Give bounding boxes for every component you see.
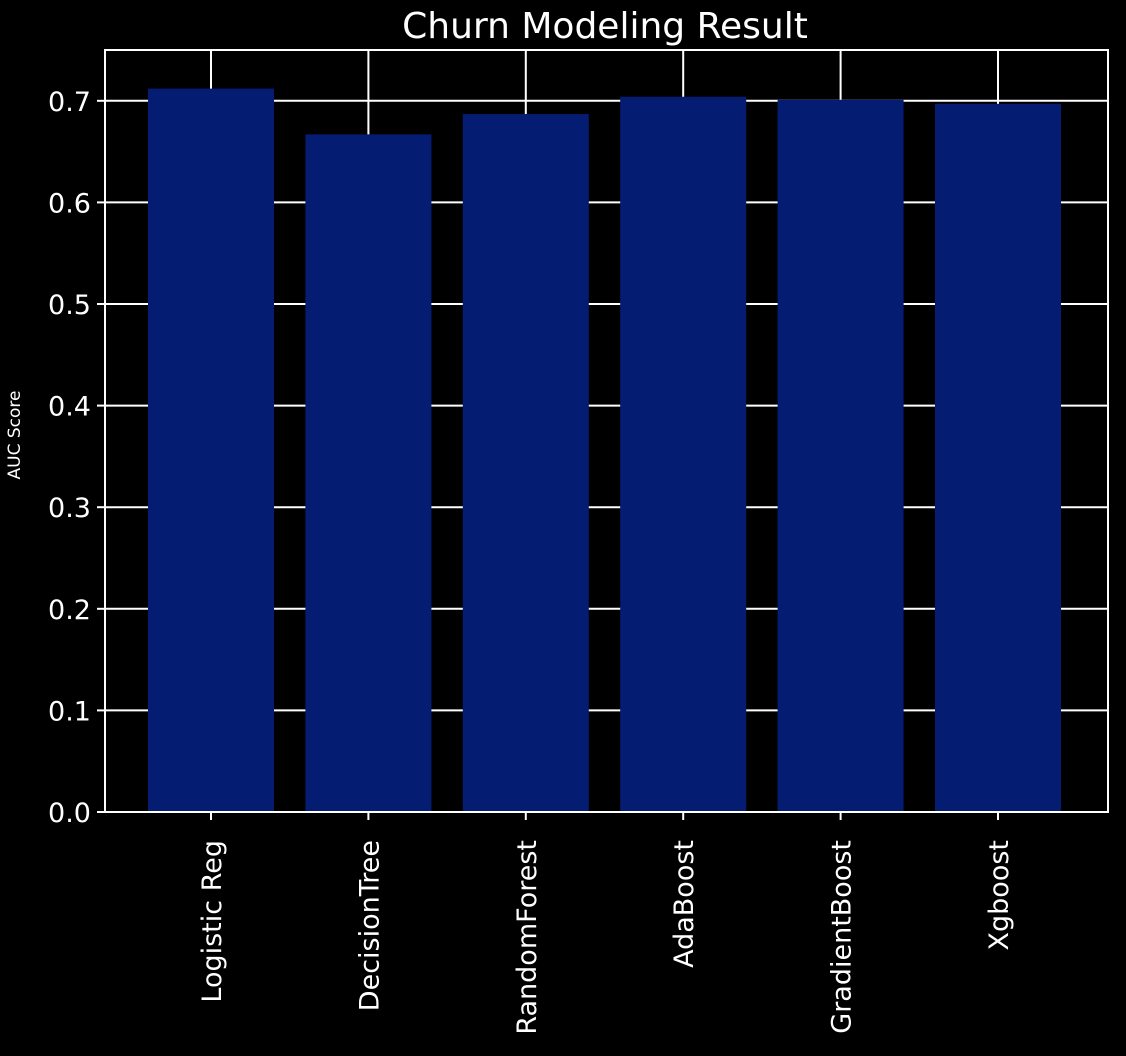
y-tick-label: 0.3 [48,493,91,524]
y-tick-label: 0.4 [48,392,91,423]
bar [148,88,274,812]
y-tick-label: 0.6 [48,188,91,219]
x-tick-label: RandomForest [512,840,543,1035]
x-tick-label: DecisionTree [354,840,385,1011]
y-axis-label: AUC Score [5,391,25,480]
axes-frame [104,49,1109,813]
bar [462,114,589,813]
x-axis-ticks: Logistic Reg DecisionTree RandomForest AdaB… [197,812,1015,1035]
y-tick-label: 0.5 [48,290,91,321]
x-tick-label: GradientBoost [827,840,858,1034]
bar [305,134,432,812]
x-tick-label: Xgboost [984,840,1015,950]
bar [620,96,747,812]
y-tick-label: 0.0 [48,798,91,829]
y-axis-ticks: 0.0 0.1 0.2 0.3 0.4 0.5 0.6 0.7 [48,87,105,829]
y-tick-label: 0.2 [48,595,91,626]
y-tick-label: 0.7 [48,87,91,118]
bars [148,88,1061,813]
chart-title: Churn Modeling Result [402,6,808,47]
x-tick-label: Logistic Reg [197,840,228,1003]
y-tick-label: 0.1 [48,696,91,727]
bar [935,103,1061,812]
bar [777,99,904,812]
x-tick-label: AdaBoost [669,840,700,968]
